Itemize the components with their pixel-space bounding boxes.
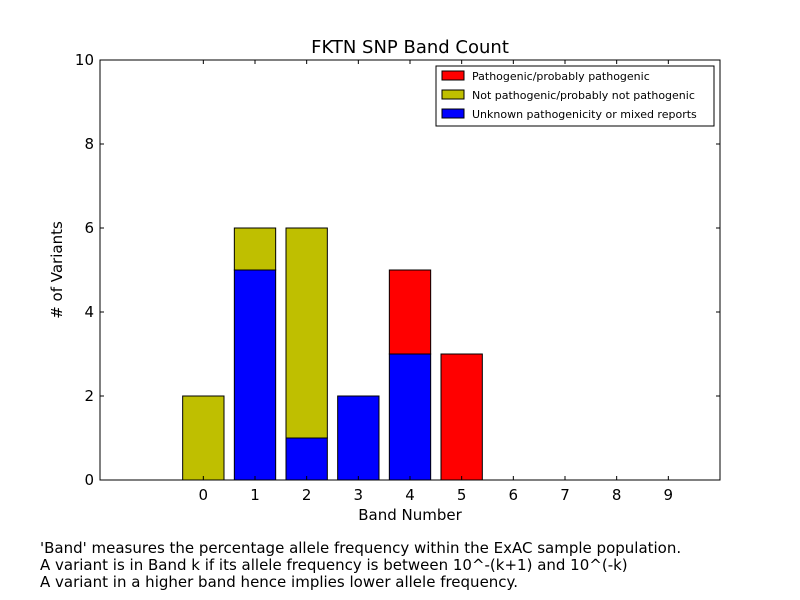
x-tick-label: 7 [560, 486, 570, 504]
y-axis-label: # of Variants [48, 221, 66, 319]
bar-1-series-0 [233, 269, 277, 481]
bars-group [182, 227, 483, 481]
y-tick-label: 2 [84, 387, 94, 405]
y-tick-label: 8 [84, 135, 94, 153]
x-tick-label: 4 [405, 486, 415, 504]
x-axis-label: Band Number [358, 506, 462, 524]
legend: Pathogenic/probably pathogenic Not pathog… [435, 65, 715, 127]
legend-box [435, 65, 715, 127]
y-tick-label: 4 [84, 303, 94, 321]
legend-swatch [441, 70, 465, 81]
ticks-group: 0 1 2 3 4 5 6 7 8 9 0 2 4 6 8 10 [75, 51, 720, 504]
legend-swatch [441, 108, 465, 119]
x-tick-label: 0 [199, 486, 209, 504]
x-tick-label: 3 [354, 486, 364, 504]
bar-0-series-1 [182, 395, 225, 481]
caption-line-3: A variant in a higher band hence implies… [40, 573, 519, 591]
x-tick-label: 6 [509, 486, 519, 504]
legend-label: Pathogenic/probably pathogenic [472, 70, 650, 83]
y-tick-label: 0 [84, 471, 94, 489]
x-tick-label: 5 [457, 486, 467, 504]
chart-title: FKTN SNP Band Count [311, 37, 509, 58]
x-tick-label: 2 [302, 486, 312, 504]
bar-4-series-0 [388, 353, 432, 481]
band-count-chart: FKTN SNP Band Count 0 1 2 3 4 5 6 7 8 9 0 2 4 6 8 10 Ba… [48, 37, 721, 524]
x-tick-label: 9 [664, 486, 674, 504]
bar-2-series-0 [285, 437, 328, 481]
bar-3-series-0 [337, 395, 380, 481]
legend-swatch [441, 89, 465, 100]
x-tick-label: 1 [250, 486, 260, 504]
y-tick-label: 10 [75, 51, 94, 69]
y-tick-label: 6 [84, 219, 94, 237]
bar-5-series-2 [440, 353, 483, 481]
legend-label: Unknown pathogenicity or mixed reports [472, 108, 697, 121]
bar-1-series-1 [233, 227, 277, 271]
bar-2-series-1 [285, 227, 328, 439]
legend-label: Not pathogenic/probably not pathogenic [472, 89, 695, 102]
caption-line-1: 'Band' measures the percentage allele fr… [40, 539, 682, 557]
bar-4-series-2 [388, 269, 432, 355]
caption-line-2: A variant is in Band k if its allele fre… [40, 556, 628, 574]
x-tick-label: 8 [612, 486, 622, 504]
